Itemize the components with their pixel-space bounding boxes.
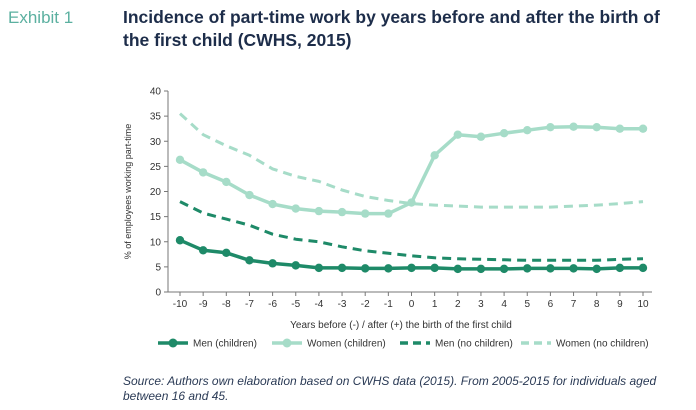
data-point — [499, 129, 509, 138]
data-point — [546, 264, 555, 273]
x-tick-label: -8 — [222, 299, 231, 310]
x-tick-label: -1 — [384, 299, 393, 310]
data-point — [569, 122, 578, 131]
data-point — [245, 256, 254, 265]
data-point — [407, 198, 416, 207]
data-point — [198, 246, 208, 255]
legend-label: Men (no children) — [435, 339, 513, 350]
x-tick-label: -6 — [268, 299, 277, 310]
data-point — [407, 263, 416, 273]
data-point — [569, 264, 578, 273]
data-point — [430, 263, 439, 273]
chart-title: Incidence of part-time work by years bef… — [123, 7, 660, 50]
x-tick-label: 2 — [455, 299, 461, 310]
exhibit-label: Exhibit 1 — [8, 8, 74, 27]
y-tick-label: 30 — [150, 137, 162, 148]
data-point — [361, 264, 370, 273]
data-point — [384, 264, 393, 273]
data-point — [430, 151, 439, 160]
data-point — [638, 124, 648, 133]
data-point — [476, 132, 486, 141]
legend-label: Women (no children) — [556, 339, 649, 350]
x-tick-label: -4 — [314, 299, 323, 310]
data-point — [453, 130, 462, 139]
data-point — [361, 209, 370, 218]
data-point — [314, 263, 324, 273]
x-tick-label: 8 — [594, 299, 600, 310]
x-tick-label: 7 — [571, 299, 577, 310]
data-point — [337, 263, 347, 273]
x-tick-label: 6 — [548, 299, 554, 310]
data-point — [523, 125, 532, 135]
y-tick-label: 10 — [150, 237, 162, 248]
data-point — [222, 177, 231, 187]
x-tick-label: -10 — [173, 299, 188, 310]
x-tick-label: 0 — [409, 299, 415, 310]
y-tick-label: 0 — [155, 288, 161, 299]
data-point — [384, 209, 393, 218]
data-point — [245, 190, 254, 200]
series-line-3 — [178, 112, 644, 209]
x-tick-label: 4 — [501, 299, 507, 310]
data-point — [638, 263, 648, 273]
legend-marker — [168, 338, 178, 348]
data-point — [499, 264, 509, 274]
data-point — [592, 122, 601, 132]
legend-label: Men (children) — [193, 339, 257, 350]
data-point — [291, 261, 300, 270]
data-point — [291, 204, 300, 213]
data-point — [476, 264, 486, 274]
data-point — [592, 264, 601, 274]
y-tick-label: 15 — [150, 212, 162, 223]
x-tick-label: -3 — [338, 299, 347, 310]
data-point — [546, 122, 555, 132]
x-tick-label: 10 — [637, 299, 649, 310]
legend-label: Women (children) — [307, 339, 386, 350]
data-point — [268, 199, 277, 209]
x-axis-title: Years before (-) / after (+) the birth o… — [290, 320, 512, 331]
y-tick-label: 40 — [150, 87, 162, 98]
series-line-2 — [179, 200, 644, 262]
data-point — [337, 207, 347, 217]
y-tick-label: 5 — [155, 262, 161, 273]
data-point — [198, 168, 208, 177]
data-point — [453, 264, 462, 274]
data-point — [268, 259, 277, 268]
y-tick-label: 20 — [150, 187, 162, 198]
y-tick-label: 25 — [150, 162, 162, 173]
x-tick-label: -2 — [361, 299, 370, 310]
x-tick-label: 1 — [432, 299, 438, 310]
x-tick-label: -9 — [199, 299, 208, 310]
y-tick-label: 35 — [150, 112, 162, 123]
x-tick-label: -5 — [291, 299, 300, 310]
data-point — [615, 263, 625, 273]
data-point — [175, 155, 185, 165]
data-point — [175, 236, 185, 245]
data-point — [615, 124, 625, 133]
x-tick-label: 5 — [524, 299, 530, 310]
x-tick-label: -7 — [245, 299, 254, 310]
x-tick-label: 3 — [478, 299, 484, 310]
source-note: Source: Authors own elaboration based on… — [123, 374, 657, 403]
legend-marker — [282, 338, 292, 348]
x-tick-label: 9 — [617, 299, 623, 310]
y-axis-title: % of employees working part-time — [123, 124, 133, 260]
data-point — [222, 248, 231, 258]
data-point — [523, 264, 532, 273]
data-point — [314, 206, 324, 216]
